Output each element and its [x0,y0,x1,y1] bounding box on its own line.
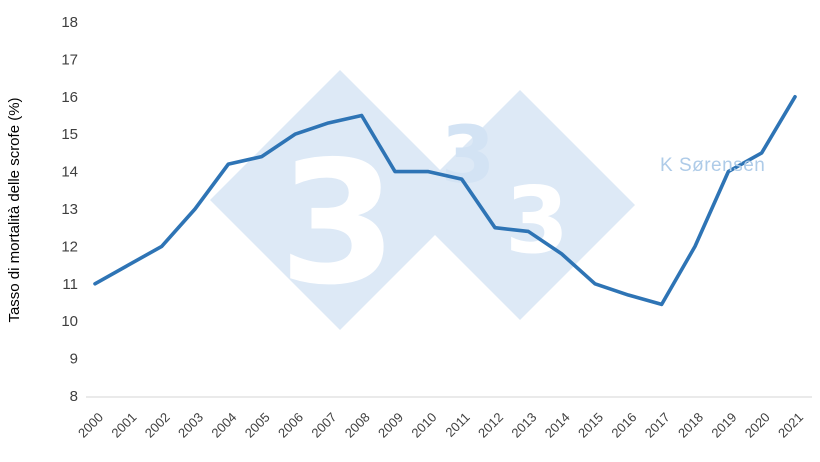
x-axis-tick-label: 2012 [475,410,506,441]
x-axis-tick-label: 2015 [575,410,606,441]
x-axis-tick-label: 2010 [408,410,439,441]
x-axis-tick-label: 2020 [742,410,773,441]
y-axis-tick-label: 18 [61,14,78,31]
x-axis-tick-label: 2018 [675,410,706,441]
x-axis-tick-label: 2000 [75,410,106,441]
x-axis-tick-label: 2017 [642,410,673,441]
y-axis-tick-label: 17 [61,51,78,68]
y-axis-tick-label: 13 [61,201,78,218]
x-axis-tick-label: 2009 [375,410,406,441]
x-axis-tick-label: 2019 [708,410,739,441]
y-axis-title: Tasso di mortalità delle scrofe (%) [6,97,23,323]
y-axis-tick-label: 15 [61,126,78,143]
x-axis-tick-label: 2005 [242,410,273,441]
watermark-diamond [405,90,635,320]
y-axis-tick-label: 12 [61,238,78,255]
y-axis-tick-label: 11 [62,276,78,293]
x-axis-tick-label: 2001 [108,410,139,441]
x-axis-tick-label: 2006 [275,410,306,441]
x-axis-tick-label: 2013 [508,410,539,441]
watermark-diamond [210,70,470,330]
x-axis-tick-label: 2016 [608,410,639,441]
y-axis-tick-label: 10 [61,313,78,330]
y-axis-tick-label: 16 [61,89,78,106]
watermark-333-logo: 3 33 [210,70,635,330]
y-axis-tick-label: 8 [70,388,78,405]
x-axis-tick-label: 2014 [542,410,573,441]
x-axis-ticks: 2000 2001 2002 2003 2004 2005 2006 2007 2008 2009… [75,410,806,441]
x-axis-tick-label: 2008 [342,410,373,441]
y-axis-ticks: 8 9 10 11 12 13 14 15 16 17 18 [61,14,78,405]
x-axis-tick-label: 2004 [208,410,239,441]
y-axis-tick-label: 14 [61,164,78,181]
x-axis-tick-label: 2003 [175,410,206,441]
watermark-author-text: K Sørensen [660,155,766,176]
mortality-rate-line [93,95,797,307]
x-axis-tick-label: 2002 [142,410,173,441]
x-axis-tick-label: 2007 [308,410,339,441]
x-axis-tick-label: 2011 [442,410,472,440]
y-axis-tick-label: 9 [70,351,78,368]
watermark-three-glyph: 3 [279,125,397,323]
x-axis-tick-label: 2021 [775,410,806,441]
watermark-three-glyph: 3 [505,167,569,274]
